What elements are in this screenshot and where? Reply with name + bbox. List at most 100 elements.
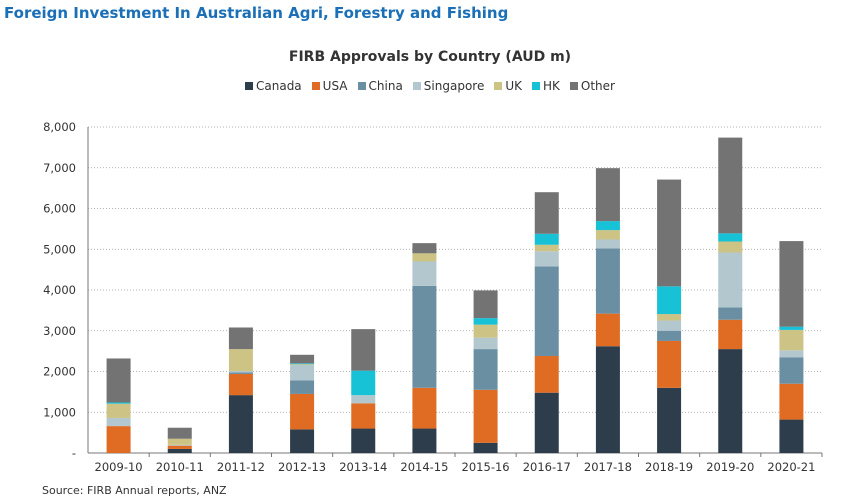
- bar-canada-2019-20: [718, 349, 743, 453]
- bar-uk-2009-10: [106, 403, 131, 418]
- bar-canada-2014-15: [412, 428, 437, 453]
- bar-china-2020-21: [779, 357, 804, 384]
- bar-hk-2020-21: [779, 326, 804, 330]
- x-tick-label: 2016-17: [523, 460, 571, 474]
- bar-uk-2014-15: [412, 253, 437, 262]
- bar-singapore-2012-13: [290, 364, 315, 381]
- source-note: Source: FIRB Annual reports, ANZ: [42, 484, 227, 497]
- legend-swatch: [357, 82, 366, 90]
- y-tick-label: 5,000: [43, 242, 76, 256]
- x-tick-label: 2015-16: [462, 460, 510, 474]
- bar-uk-2016-17: [534, 244, 559, 252]
- bar-canada-2012-13: [290, 429, 315, 453]
- x-tick-label: 2018-19: [645, 460, 693, 474]
- y-tick-label: 2,000: [43, 365, 76, 379]
- bar-canada-2016-17: [534, 392, 559, 453]
- bar-other-2020-21: [779, 241, 804, 327]
- bar-hk-2013-14: [351, 370, 376, 396]
- bar-singapore-2020-21: [779, 350, 804, 358]
- legend-item-canada: Canada: [245, 79, 302, 93]
- bar-canada-2020-21: [779, 419, 804, 453]
- bar-other-2009-10: [106, 358, 131, 403]
- bar-other-2012-13: [290, 354, 315, 364]
- legend-label: Singapore: [423, 79, 485, 93]
- legend-swatch: [532, 82, 540, 90]
- legend-swatch: [569, 82, 578, 90]
- bar-hk-2015-16: [473, 318, 498, 325]
- bar-usa-2009-10: [106, 426, 131, 453]
- legend-swatch: [311, 82, 320, 90]
- bar-usa-2015-16: [473, 389, 498, 443]
- bar-other-2011-12: [228, 327, 253, 350]
- bar-hk-2009-10: [106, 402, 131, 404]
- bar-hk-2017-18: [595, 221, 620, 231]
- y-tick-label: 8,000: [43, 120, 76, 134]
- legend-item-other: Other: [569, 79, 615, 93]
- legend-label: USA: [322, 79, 348, 93]
- bar-china-2014-15: [412, 285, 437, 388]
- bar-singapore-2019-20: [718, 252, 743, 308]
- bar-other-2013-14: [351, 329, 376, 371]
- bar-singapore-2010-11: [167, 444, 192, 446]
- y-tick-label: 7,000: [43, 161, 76, 175]
- y-tick-label: 3,000: [43, 324, 76, 338]
- bar-china-2015-16: [473, 349, 498, 390]
- bar-singapore-2011-12: [228, 371, 253, 373]
- x-tick-label: 2019-20: [706, 460, 754, 474]
- bar-usa-2013-14: [351, 403, 376, 429]
- x-tick-label: 2013-14: [339, 460, 387, 474]
- legend-label: UK: [505, 79, 522, 93]
- bar-canada-2017-18: [595, 346, 620, 453]
- bar-china-2011-12: [228, 372, 253, 374]
- bar-usa-2010-11: [167, 445, 192, 449]
- legend-item-uk: UK: [494, 79, 522, 93]
- bar-hk-2016-17: [534, 233, 559, 245]
- bar-other-2018-19: [657, 179, 682, 287]
- bar-other-2016-17: [534, 192, 559, 234]
- bar-uk-2011-12: [228, 349, 253, 372]
- bar-singapore-2014-15: [412, 261, 437, 286]
- bar-other-2015-16: [473, 290, 498, 319]
- bar-uk-2020-21: [779, 329, 804, 351]
- bar-canada-2018-19: [657, 387, 682, 453]
- legend-label: Canada: [256, 79, 302, 93]
- bar-uk-2010-11: [167, 438, 192, 445]
- bar-uk-2012-13: [290, 364, 315, 365]
- bar-singapore-2018-19: [657, 320, 682, 331]
- bar-usa-2011-12: [228, 373, 253, 396]
- bar-usa-2019-20: [718, 319, 743, 350]
- x-tick-label: 2010-11: [156, 460, 204, 474]
- legend-label: Other: [580, 79, 615, 93]
- bar-singapore-2009-10: [106, 417, 131, 427]
- bar-china-2016-17: [534, 266, 559, 357]
- bar-singapore-2016-17: [534, 251, 559, 267]
- legend-swatch: [245, 82, 253, 90]
- bar-singapore-2015-16: [473, 337, 498, 350]
- bar-hk-2019-20: [718, 233, 743, 242]
- x-tick-label: 2017-18: [584, 460, 632, 474]
- bar-other-2010-11: [167, 427, 192, 439]
- x-tick-label: 2009-10: [95, 460, 143, 474]
- bar-hk-2018-19: [657, 286, 682, 315]
- chart-title: FIRB Approvals by Country (AUD m): [288, 49, 572, 65]
- bar-singapore-2017-18: [595, 239, 620, 249]
- bar-canada-2010-11: [167, 448, 192, 453]
- bar-china-2018-19: [657, 330, 682, 341]
- legend-item-china: China: [357, 79, 403, 93]
- bar-singapore-2013-14: [351, 395, 376, 404]
- legend-swatch: [412, 82, 421, 90]
- y-tick-label: 1,000: [43, 405, 76, 419]
- x-tick-label: 2011-12: [217, 460, 265, 474]
- bar-usa-2020-21: [779, 383, 804, 420]
- bar-other-2017-18: [595, 168, 620, 222]
- bar-usa-2017-18: [595, 313, 620, 347]
- bar-uk-2018-19: [657, 314, 682, 321]
- legend-label: HK: [543, 79, 560, 93]
- bar-uk-2017-18: [595, 230, 620, 240]
- legend-item-hk: HK: [532, 79, 560, 93]
- y-tick-label: 4,000: [43, 283, 76, 297]
- bar-uk-2015-16: [473, 324, 498, 338]
- page-title: Foreign Investment In Australian Agri, F…: [4, 4, 509, 22]
- bar-china-2019-20: [718, 307, 743, 320]
- x-tick-label: 2014-15: [400, 460, 448, 474]
